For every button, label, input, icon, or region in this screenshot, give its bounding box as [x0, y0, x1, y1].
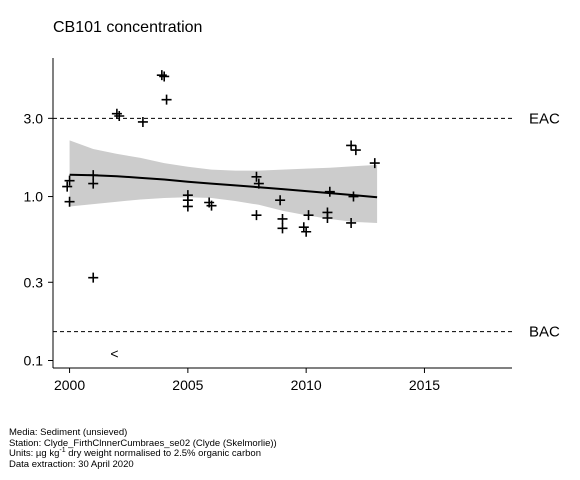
- footer-media: Media: Sediment (unsieved): [9, 427, 128, 438]
- footer-extraction: Data extraction: 30 April 2020: [9, 458, 134, 470]
- confidence-band: [69, 140, 378, 223]
- reference-label-eac: EAC: [529, 110, 560, 127]
- data-point: [64, 196, 75, 207]
- data-point: [303, 210, 314, 221]
- data-point: [346, 217, 357, 228]
- data-point: [322, 212, 333, 223]
- data-point: [114, 110, 125, 121]
- data-point: [275, 195, 286, 206]
- data-point: [253, 178, 264, 189]
- data-point: [88, 178, 99, 189]
- data-point: [251, 171, 262, 182]
- x-tick-label: 2005: [172, 377, 203, 393]
- data-point: [301, 226, 312, 237]
- y-tick-label: 0.3: [24, 274, 44, 290]
- footer-units: Units: µg kg-1 dry weight normalised to …: [9, 446, 277, 460]
- data-point: [206, 200, 217, 211]
- chart-title: CB101 concentration: [53, 19, 203, 36]
- data-point: [64, 175, 75, 186]
- data-point: [156, 70, 167, 81]
- below-detection-point: <: [110, 346, 118, 362]
- data-point: [88, 272, 99, 283]
- data-point: [161, 94, 172, 105]
- footer-units-prefix: Units: µg kg: [9, 448, 60, 459]
- data-point: [348, 191, 359, 202]
- data-point: [369, 158, 380, 169]
- data-point: [350, 145, 361, 156]
- x-tick-label: 2010: [291, 377, 322, 393]
- y-tick-label: 0.1: [24, 352, 44, 368]
- x-tick-label: 2000: [54, 377, 85, 393]
- data-point: [298, 222, 309, 233]
- data-point: [324, 186, 335, 197]
- y-tick-label: 3.0: [24, 110, 44, 126]
- data-point: [277, 213, 288, 224]
- data-point: [159, 71, 170, 82]
- footer-units-superscript: -1: [59, 446, 66, 454]
- data-point: [111, 108, 122, 119]
- data-point: [88, 170, 99, 181]
- chart-footer: Media: Sediment (unsieved) Station: Clyd…: [9, 427, 277, 470]
- trend-line: [69, 173, 378, 199]
- data-point: [346, 140, 357, 151]
- data-point: [277, 223, 288, 234]
- footer-station: Station: Clyde_FirthClnnerCumbraes_se02 …: [9, 437, 277, 449]
- reference-label-bac: BAC: [529, 324, 560, 341]
- footer-units-suffix: dry weight normalised to 2.5% organic ca…: [65, 448, 261, 459]
- data-point: [62, 181, 73, 192]
- x-tick-label: 2015: [409, 377, 440, 393]
- data-point: [251, 210, 262, 221]
- data-point: [182, 201, 193, 212]
- y-tick-label: 1.0: [24, 189, 44, 205]
- data-point: [137, 116, 148, 127]
